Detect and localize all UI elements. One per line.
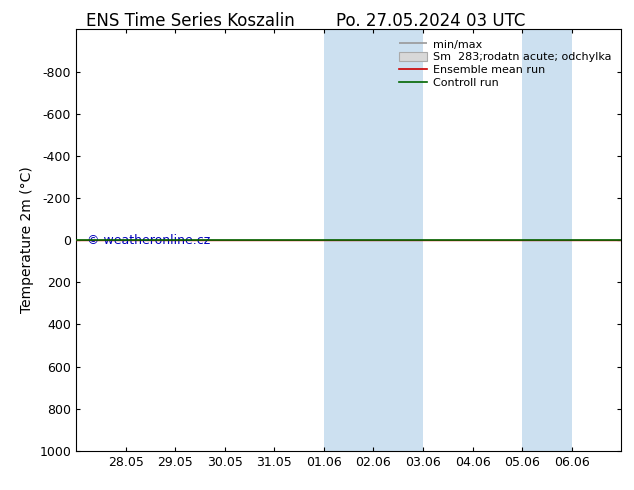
- Bar: [522, 29, 572, 451]
- Bar: [324, 29, 373, 451]
- Text: Po. 27.05.2024 03 UTC: Po. 27.05.2024 03 UTC: [337, 12, 526, 30]
- Legend: min/max, Sm  283;rodatn acute; odchylka, Ensemble mean run, Controll run: min/max, Sm 283;rodatn acute; odchylka, …: [395, 35, 616, 93]
- Y-axis label: Temperature 2m (°C): Temperature 2m (°C): [20, 167, 34, 314]
- Text: ENS Time Series Koszalin: ENS Time Series Koszalin: [86, 12, 295, 30]
- Bar: [373, 29, 423, 451]
- Text: © weatheronline.cz: © weatheronline.cz: [87, 234, 210, 246]
